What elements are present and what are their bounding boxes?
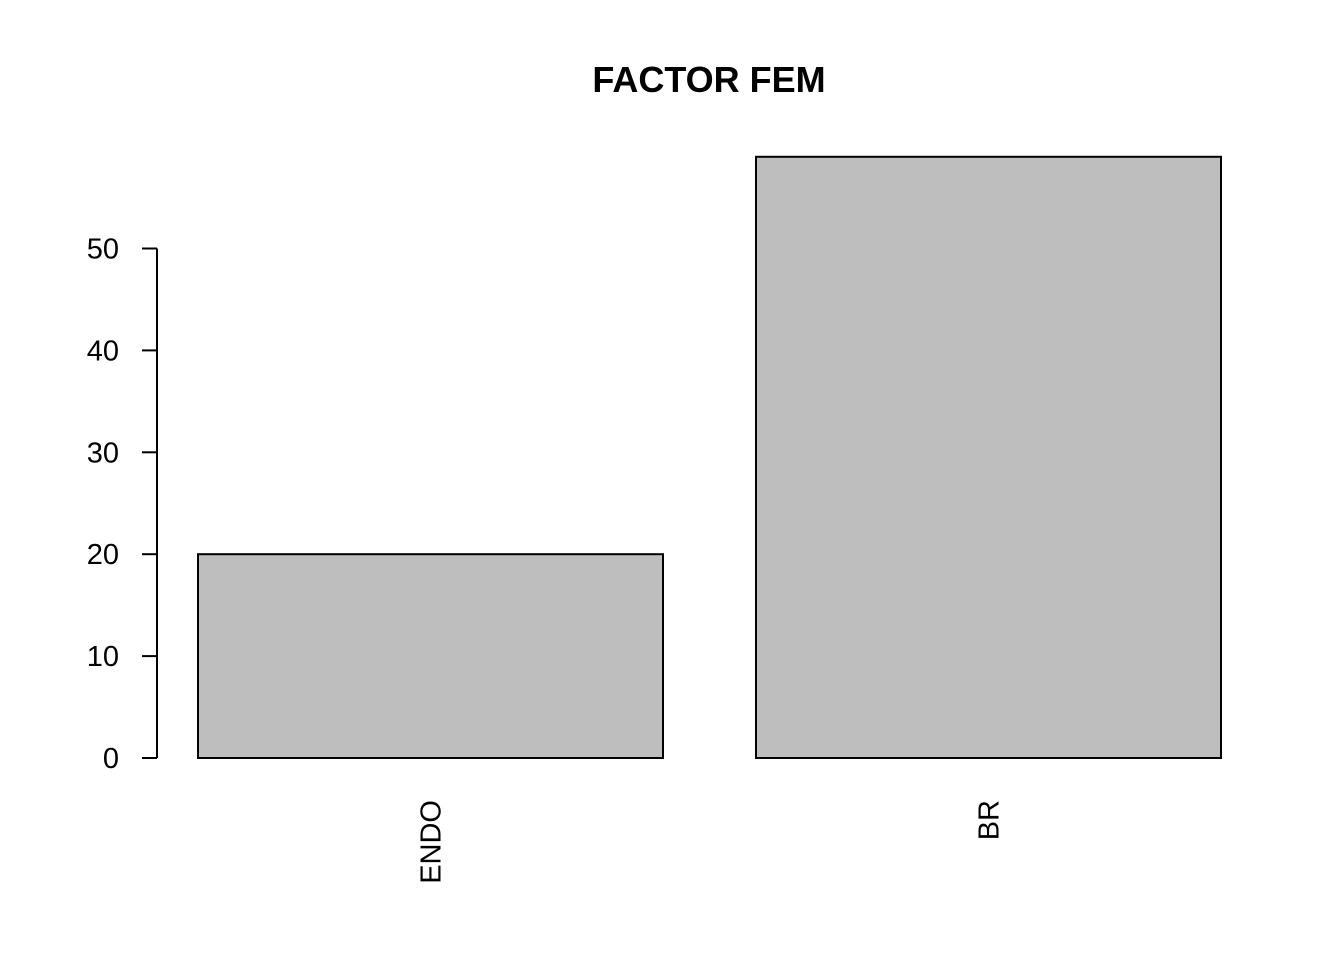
y-tick-label: 40 — [87, 335, 119, 367]
x-axis-labels: ENDO BR — [416, 800, 1006, 884]
y-tick-label: 20 — [87, 539, 119, 571]
bars-group — [197, 155, 1222, 760]
x-category-label: ENDO — [416, 800, 448, 884]
bar-endo — [197, 553, 664, 760]
y-tick-label: 30 — [87, 437, 119, 469]
y-tick-label: 50 — [87, 234, 119, 266]
y-axis: 0 10 20 30 40 50 — [87, 234, 158, 775]
chart-title: FACTOR FEM — [592, 59, 825, 100]
x-category-label: BR — [974, 800, 1006, 840]
y-tick-label: 0 — [103, 743, 119, 775]
bar-br — [755, 155, 1222, 760]
y-tick-label: 10 — [87, 641, 119, 673]
